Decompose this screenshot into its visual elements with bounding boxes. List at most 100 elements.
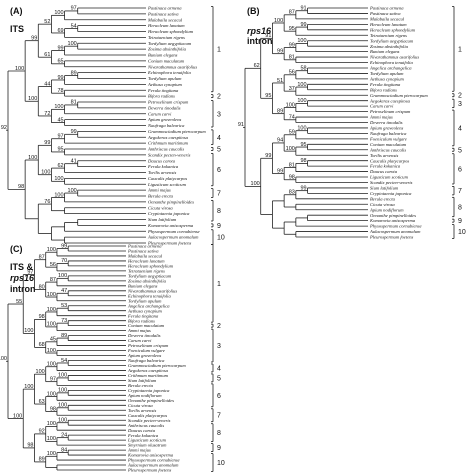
taxon-label: Ligusticum scoticum [369, 175, 409, 180]
group-number: 8 [458, 205, 462, 212]
bootstrap-value: 83 [289, 190, 295, 196]
taxon-label: Grammosciadium pterocarpum [370, 93, 428, 98]
taxon-label: Caucalis platycarpos [370, 158, 409, 163]
group-brackets [211, 244, 214, 472]
panel-title-line: intron [247, 36, 273, 46]
group-number: 4 [217, 365, 221, 372]
taxon-label: Ligusticum scoticum [127, 438, 167, 443]
taxon-label: Torilis arvensis [370, 153, 399, 158]
group-number: 10 [217, 460, 225, 467]
bootstrap-value: 89 [39, 457, 45, 463]
bootstrap-value: 97 [71, 6, 77, 12]
taxon-label: Bunium elegans [128, 283, 158, 288]
bootstrap-value: 99 [300, 185, 306, 191]
taxon-label: Conium maculatum [370, 142, 407, 147]
bootstrap-value: 100 [58, 418, 67, 424]
taxon-label: Foeniculum vulgare [369, 136, 407, 141]
bootstrap-value: 100 [68, 41, 77, 47]
taxon-label: Bifora radians [148, 94, 175, 99]
taxon-label: Oenanthe pimpinelloides [148, 199, 194, 204]
taxon-label: Berula erecta [370, 196, 396, 201]
bootstrap-value: 95 [300, 142, 306, 148]
taxon-label: Caucalis platycarpos [128, 413, 167, 418]
tree-branches [243, 7, 368, 238]
taxon-label: Petroselinum crispum [147, 100, 189, 105]
panel-label: (C) [10, 244, 23, 254]
bootstrap-value: 44 [44, 81, 50, 87]
bootstrap-value: 99 [31, 35, 37, 41]
taxon-label: Tordylium apulum [148, 76, 182, 81]
taxon-label: Tordylium apulum [370, 71, 404, 76]
taxon-label: Anthriscus caucalis [127, 423, 164, 428]
bootstrap-value: 100 [36, 369, 45, 375]
group-number: 4 [458, 125, 462, 132]
group-number: 3 [217, 111, 221, 118]
bootstrap-value: 84 [61, 447, 67, 453]
group-number: 8 [217, 208, 221, 215]
bootstrap-value: 55 [16, 299, 22, 305]
bootstrap-value: 100 [54, 104, 63, 110]
bootstrap-value: 99 [57, 45, 63, 51]
taxon-label: Echinophora tenuifolia [147, 70, 191, 75]
group-number: 1 [458, 46, 462, 53]
bootstrap-value: 65 [57, 59, 63, 65]
taxon-label: Pastinaca armena [369, 6, 404, 11]
group-number: 7 [217, 191, 221, 198]
tree-branches [6, 245, 126, 471]
taxon-label: Torilis arvensis [128, 408, 157, 413]
bootstrap-value: 100 [58, 373, 67, 379]
taxon-label: Naufraga balearica [369, 131, 407, 136]
taxon-label: Ferula tingitana [127, 313, 159, 318]
taxon-label: Apium graveolens [369, 126, 404, 131]
taxon-label: Ammi majus [127, 448, 151, 453]
bootstrap-value: 92 [39, 429, 45, 435]
taxon-label: Anthriscus caucalis [369, 147, 406, 152]
taxon-label: Cryptotaenia japonica [370, 191, 412, 196]
bootstrap-value: 100 [13, 413, 22, 419]
taxon-label: Naufraga balearica [127, 358, 165, 363]
bootstrap-value: 100 [58, 388, 67, 394]
taxon-label: Daucus carota [127, 428, 156, 433]
taxon-label: Cicuta virosa [128, 403, 153, 408]
bootstrap-value: 61 [44, 52, 50, 58]
group-number: 1 [217, 47, 221, 54]
bootstrap-value: 100 [47, 362, 56, 368]
group-number: 6 [217, 167, 221, 174]
taxon-label: Echinophora tenuifolia [369, 60, 413, 65]
taxon-label: Physospermum cornubiense [369, 224, 422, 229]
panel-title-line: ITS & [10, 262, 34, 272]
bootstrap-value: 89 [71, 70, 77, 76]
bootstrap-value: 100 [54, 192, 63, 198]
taxon-label: Heracleum sphondylium [369, 27, 416, 32]
taxon-label: Torilis arvensis [148, 170, 177, 175]
bootstrap-value: 81 [289, 162, 295, 168]
taxon-label: Pleurospermum foetens [147, 241, 192, 246]
bootstrap-value: 87 [50, 277, 56, 283]
group-brackets [452, 6, 455, 239]
bootstrap-value: 63 [39, 399, 45, 405]
group-number: 2 [458, 93, 462, 100]
taxon-label: Bifora radians [128, 318, 155, 323]
group-number: 10 [458, 229, 466, 236]
taxon-label: Pastinaca sativa [147, 11, 179, 16]
taxon-label: Scandix pecten-veneris [128, 418, 171, 423]
bootstrap-value: 100 [47, 451, 56, 457]
taxon-label: Daucus carota [147, 158, 176, 163]
bootstrap-value: 99 [265, 153, 271, 159]
taxon-label: Echinophora tenuifolia [127, 293, 171, 298]
group-brackets [211, 6, 214, 245]
bootstrap-value: 92 [1, 125, 7, 131]
bootstrap-value: 94 [277, 138, 283, 144]
taxon-label: Heracleum lanatum [147, 23, 185, 28]
bootstrap-value: 100 [41, 170, 50, 176]
taxon-label: Cicuta virosa [148, 205, 173, 210]
group-number: 6 [458, 166, 462, 173]
panel-c-its-rps16-combined: (C)ITS &rps16intron991008770569710087804… [0, 243, 225, 472]
bootstrap-value: 99 [71, 129, 77, 135]
taxon-label: Angelica archangelica [127, 303, 170, 308]
taxon-label: Tordylium aegyptiacum [370, 38, 414, 43]
taxon-label: Petroselinum crispum [369, 109, 411, 114]
bootstrap-value: 99 [277, 48, 283, 54]
taxon-label: Aethusa cynapium [369, 76, 404, 81]
